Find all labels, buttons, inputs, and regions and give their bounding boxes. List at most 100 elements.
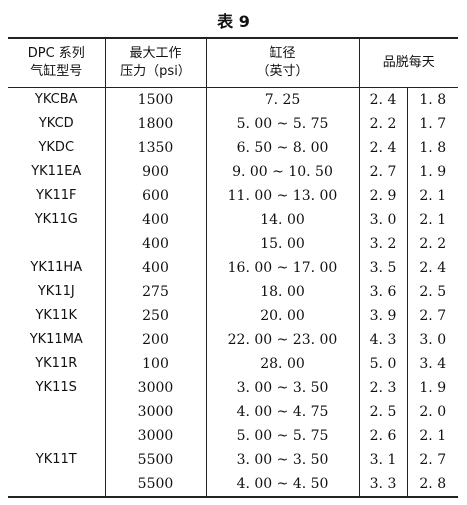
table-row: YK11F 600 11. 00 ~ 13. 00 2. 9 2. 1 [8, 184, 459, 208]
cell-model [8, 424, 105, 448]
table-row: YK11J 275 18. 00 3. 6 2. 5 [8, 280, 459, 304]
table-row: YK11EA 900 9. 00 ~ 10. 50 2. 7 1. 9 [8, 160, 459, 184]
cell-pressure: 3000 [104, 400, 206, 424]
cell-model: YK11MA [29, 332, 83, 347]
header-model-line2: 气缸型号 [30, 64, 83, 79]
cell-yield-1: 3. 3 [358, 472, 407, 498]
cell-model: YK11HA [30, 260, 83, 275]
cell-yield-2: 2. 1 [406, 184, 459, 208]
cell-bore: 9. 00 ~ 10. 50 [205, 160, 359, 184]
cell-yield-2: 1. 7 [406, 112, 459, 136]
header-pressure: 最大工作 压力（psi） [104, 37, 206, 88]
cell-yield-1: 2. 7 [358, 160, 407, 184]
cell-yield-2: 3. 4 [406, 352, 459, 376]
cell-yield-1: 3. 2 [358, 232, 407, 256]
header-pressure-line2: 压力（psi） [120, 64, 191, 79]
cell-bore: 5. 00 ~ 5. 75 [205, 112, 359, 136]
cell-yield-2: 2. 5 [406, 280, 459, 304]
cell-pressure: 600 [104, 184, 206, 208]
cell-bore: 5. 00 ~ 5. 75 [205, 424, 359, 448]
cell-yield-1: 2. 5 [358, 400, 407, 424]
header-model-line1: DPC 系列 [27, 46, 85, 61]
cell-yield-1: 3. 9 [358, 304, 407, 328]
header-bore-line2: （英寸） [256, 64, 309, 79]
table-row: YK11R 100 28. 00 5. 0 3. 4 [8, 352, 459, 376]
cell-model: YK11T [35, 452, 77, 467]
cell-model [8, 400, 105, 424]
cell-pressure: 100 [104, 352, 206, 376]
cell-yield-2: 3. 0 [406, 328, 459, 352]
cell-bore: 7. 25 [205, 87, 359, 112]
cell-model: YKDC [38, 140, 75, 155]
table-body: YKCBA 1500 7. 25 2. 4 1. 8 YKCD 1800 5. 00 ~ 5.… [8, 87, 459, 498]
cell-yield-1: 2. 9 [358, 184, 407, 208]
cell-bore: 28. 00 [205, 352, 359, 376]
table-row: YK11S 3000 3. 00 ~ 3. 50 2. 3 1. 9 [8, 376, 459, 400]
cell-yield-2: 1. 9 [406, 376, 459, 400]
cell-pressure: 5500 [104, 472, 206, 498]
cell-yield-2: 2. 2 [406, 232, 459, 256]
cell-yield-1: 3. 1 [358, 448, 407, 472]
cell-bore: 18. 00 [205, 280, 359, 304]
spec-table: DPC 系列 气缸型号 最大工作 压力（psi） 缸径 （英寸） 品脱每天 YK… [8, 37, 459, 498]
table-row: YK11MA 200 22. 00 ~ 23. 00 4. 3 3. 0 [8, 328, 459, 352]
cell-pressure: 900 [104, 160, 206, 184]
cell-bore: 3. 00 ~ 3. 50 [205, 376, 359, 400]
table-row: 400 15. 00 3. 2 2. 2 [8, 232, 459, 256]
cell-pressure: 400 [104, 208, 206, 232]
cell-bore: 22. 00 ~ 23. 00 [205, 328, 359, 352]
table-row: YKDC 1350 6. 50 ~ 8. 00 2. 4 1. 8 [8, 136, 459, 160]
cell-model: YKCD [38, 116, 74, 131]
cell-yield-1: 4. 3 [358, 328, 407, 352]
cell-pressure: 1800 [104, 112, 206, 136]
cell-yield-2: 2. 7 [406, 448, 459, 472]
cell-yield-1: 5. 0 [358, 352, 407, 376]
header-row: DPC 系列 气缸型号 最大工作 压力（psi） 缸径 （英寸） 品脱每天 [8, 37, 459, 88]
cell-model: YK11EA [31, 164, 82, 179]
cell-pressure: 5500 [104, 448, 206, 472]
cell-pressure: 1350 [104, 136, 206, 160]
cell-yield-1: 2. 2 [358, 112, 407, 136]
cell-model: YK11J [37, 284, 75, 299]
cell-model: YK11S [35, 380, 77, 395]
cell-model: YK11K [35, 308, 78, 323]
cell-model: YK11R [35, 356, 78, 371]
cell-yield-1: 3. 0 [358, 208, 407, 232]
cell-bore: 15. 00 [205, 232, 359, 256]
cell-bore: 3. 00 ~ 3. 50 [205, 448, 359, 472]
cell-yield-2: 2. 0 [406, 400, 459, 424]
cell-yield-2: 1. 9 [406, 160, 459, 184]
cell-yield-1: 2. 4 [358, 87, 407, 112]
table-row: YK11K 250 20. 00 3. 9 2. 7 [8, 304, 459, 328]
cell-pressure: 1500 [104, 87, 206, 112]
cell-yield-2: 2. 7 [406, 304, 459, 328]
cell-yield-1: 2. 3 [358, 376, 407, 400]
header-model: DPC 系列 气缸型号 [8, 37, 105, 88]
header-yield: 品脱每天 [358, 37, 459, 88]
cell-pressure: 400 [104, 232, 206, 256]
cell-bore: 4. 00 ~ 4. 75 [205, 400, 359, 424]
cell-model: YK11F [36, 188, 77, 203]
cell-yield-2: 2. 4 [406, 256, 459, 280]
table-row: YKCD 1800 5. 00 ~ 5. 75 2. 2 1. 7 [8, 112, 459, 136]
header-pressure-line1: 最大工作 [129, 46, 182, 61]
cell-bore: 4. 00 ~ 4. 50 [205, 472, 359, 498]
cell-bore: 20. 00 [205, 304, 359, 328]
table-row: 5500 4. 00 ~ 4. 50 3. 3 2. 8 [8, 472, 459, 498]
cell-pressure: 200 [104, 328, 206, 352]
cell-pressure: 3000 [104, 424, 206, 448]
table-row: YK11HA 400 16. 00 ~ 17. 00 3. 5 2. 4 [8, 256, 459, 280]
cell-yield-2: 1. 8 [406, 136, 459, 160]
table-row: 3000 5. 00 ~ 5. 75 2. 6 2. 1 [8, 424, 459, 448]
cell-pressure: 275 [104, 280, 206, 304]
cell-pressure: 400 [104, 256, 206, 280]
cell-yield-2: 2. 1 [406, 208, 459, 232]
cell-bore: 11. 00 ~ 13. 00 [205, 184, 359, 208]
cell-pressure: 3000 [104, 376, 206, 400]
cell-yield-1: 2. 4 [358, 136, 407, 160]
header-bore: 缸径 （英寸） [205, 37, 359, 88]
cell-model [8, 232, 105, 256]
table-row: YK11G 400 14. 00 3. 0 2. 1 [8, 208, 459, 232]
table-caption: 表 9 [217, 12, 250, 31]
cell-yield-2: 2. 1 [406, 424, 459, 448]
